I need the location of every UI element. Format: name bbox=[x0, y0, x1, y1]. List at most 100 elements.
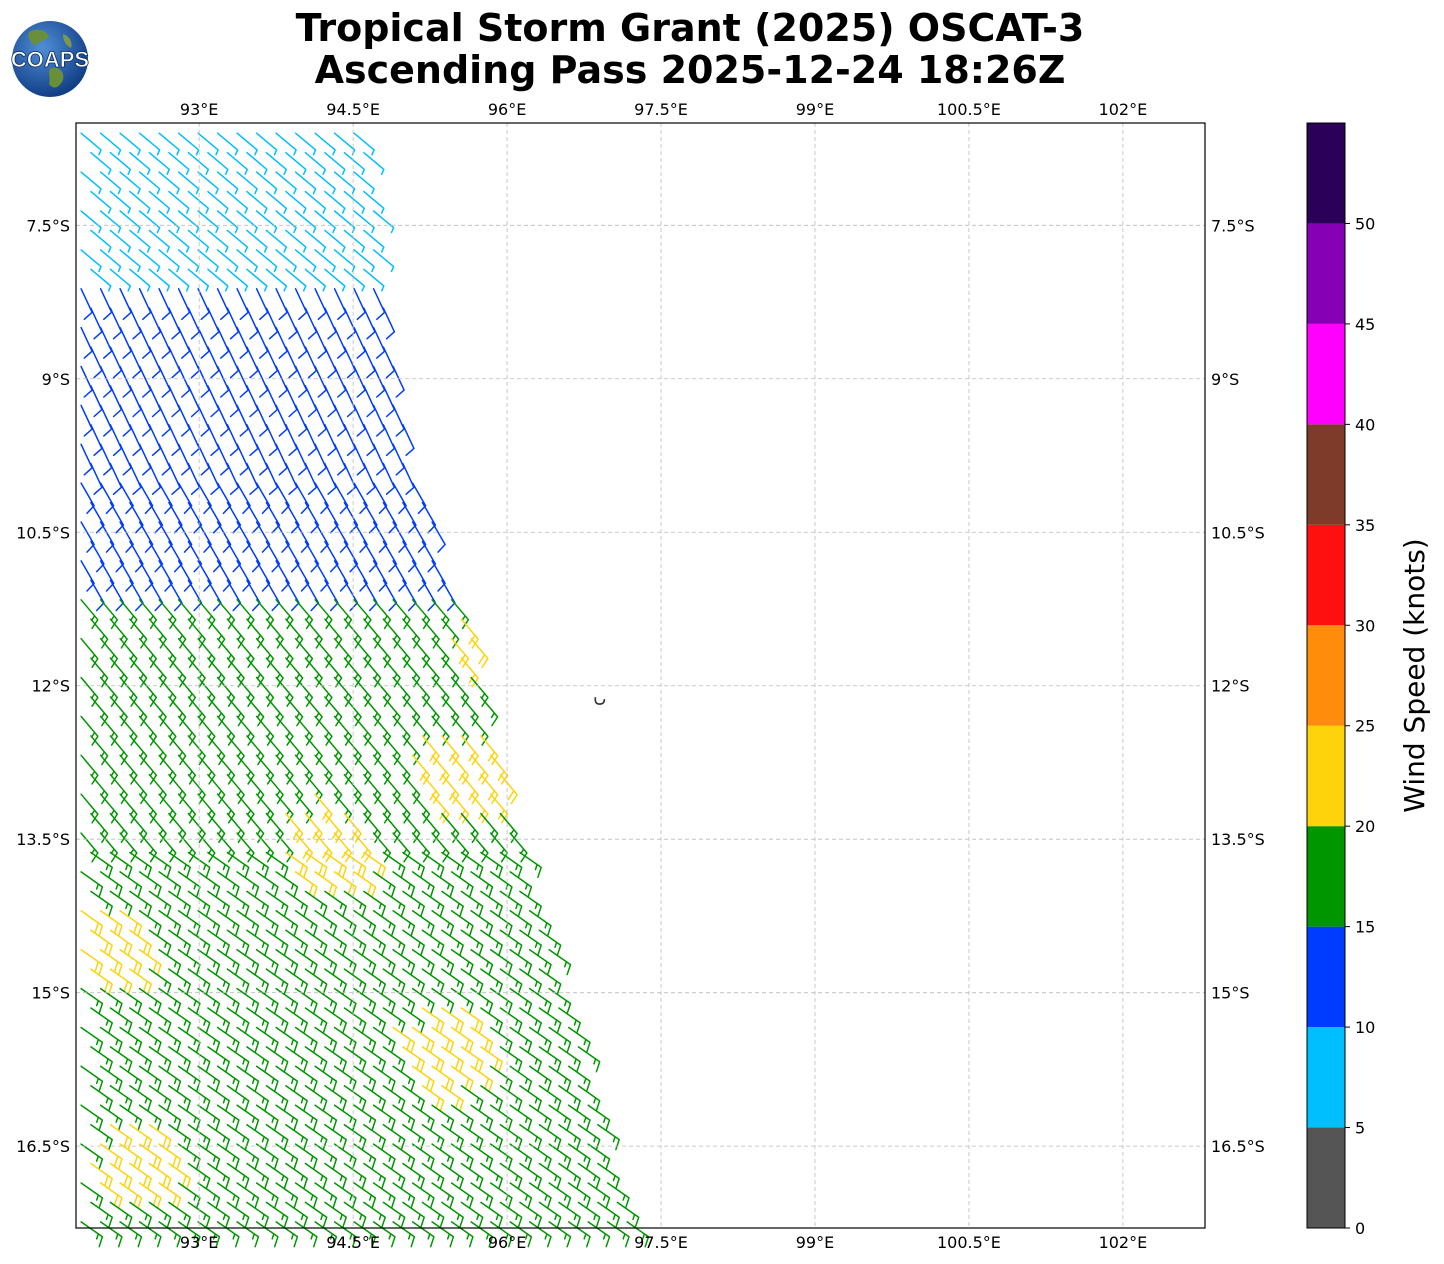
wind-barb bbox=[285, 1085, 308, 1112]
wind-barb bbox=[480, 1085, 503, 1112]
wind-barb bbox=[119, 560, 134, 592]
wind-barb bbox=[148, 1123, 172, 1151]
wind-barb bbox=[353, 1182, 377, 1209]
wind-barb bbox=[528, 1143, 552, 1170]
wind-barb bbox=[207, 229, 229, 253]
wind-barb bbox=[528, 1065, 552, 1092]
wind-barb bbox=[158, 249, 180, 273]
wind-barb bbox=[80, 210, 102, 234]
wind-barb bbox=[519, 1046, 542, 1073]
wind-barb bbox=[148, 190, 171, 214]
wind-barb bbox=[519, 851, 542, 879]
wind-barb bbox=[265, 1123, 289, 1151]
wind-barb bbox=[353, 987, 377, 1015]
wind-barb bbox=[343, 1085, 367, 1112]
wind-barb bbox=[187, 190, 210, 214]
wind-barb bbox=[99, 404, 113, 437]
wind-barb bbox=[304, 190, 327, 214]
wind-barb bbox=[421, 540, 437, 573]
wind-barb bbox=[168, 1085, 191, 1112]
wind-barb bbox=[333, 132, 356, 156]
wind-barb bbox=[411, 1182, 435, 1209]
wind-barb bbox=[402, 1085, 425, 1112]
x-tick-label-bottom: 93°E bbox=[180, 1233, 218, 1252]
wind-barb bbox=[109, 1046, 133, 1073]
wind-barb bbox=[421, 1007, 445, 1034]
wind-barb bbox=[216, 1143, 240, 1170]
wind-barb bbox=[236, 1026, 260, 1054]
wind-barb bbox=[275, 132, 297, 156]
wind-barb bbox=[246, 346, 259, 379]
wind-barb bbox=[314, 832, 333, 863]
wind-barb bbox=[119, 365, 132, 398]
wind-barb bbox=[207, 1162, 230, 1190]
wind-barb bbox=[158, 832, 177, 863]
wind-barb bbox=[372, 249, 395, 273]
wind-barb bbox=[353, 326, 366, 359]
wind-barb bbox=[129, 1201, 152, 1228]
wind-barb bbox=[226, 307, 240, 340]
wind-barb bbox=[265, 1046, 289, 1073]
wind-barb bbox=[411, 1104, 435, 1131]
wind-barb bbox=[246, 190, 268, 214]
wind-barb bbox=[528, 1182, 552, 1209]
wind-barb bbox=[353, 832, 372, 863]
wind-barb bbox=[177, 326, 191, 359]
wind-barb bbox=[314, 365, 327, 398]
wind-barb bbox=[441, 1201, 464, 1228]
wind-barb bbox=[168, 151, 190, 175]
wind-barb bbox=[333, 1143, 357, 1170]
wind-barb bbox=[343, 268, 366, 292]
wind-barb bbox=[109, 307, 123, 340]
colorbar-frame bbox=[1306, 122, 1346, 1229]
wind-barb bbox=[363, 307, 376, 340]
wind-barb bbox=[450, 1026, 474, 1054]
wind-barb bbox=[353, 1065, 377, 1092]
wind-barb bbox=[90, 307, 103, 340]
wind-barb bbox=[119, 1221, 143, 1248]
wind-barb bbox=[168, 385, 181, 418]
wind-barb bbox=[187, 890, 211, 917]
wind-barb bbox=[392, 871, 416, 898]
wind-barb bbox=[236, 1182, 260, 1209]
y-tick-label-right: 12°S bbox=[1211, 677, 1250, 696]
wind-barb bbox=[343, 929, 367, 956]
wind-barb bbox=[382, 1046, 406, 1073]
wind-barb bbox=[109, 890, 133, 917]
wind-barb bbox=[294, 560, 310, 592]
wind-barb bbox=[236, 288, 249, 321]
wind-barb bbox=[216, 443, 230, 476]
wind-barb bbox=[363, 579, 378, 612]
wind-barb bbox=[285, 1123, 308, 1151]
wind-barb bbox=[255, 404, 269, 437]
wind-barb bbox=[363, 1085, 386, 1112]
wind-barb bbox=[158, 132, 180, 156]
wind-barb bbox=[216, 132, 239, 156]
wind-barb bbox=[567, 1221, 591, 1248]
wind-barb bbox=[80, 521, 95, 553]
wind-barb bbox=[197, 1182, 221, 1209]
wind-barb bbox=[441, 968, 464, 995]
wind-barb bbox=[333, 443, 347, 476]
wind-barb bbox=[275, 443, 288, 476]
wind-barb bbox=[519, 1162, 542, 1190]
wind-barb bbox=[168, 929, 191, 956]
colorbar-segment bbox=[1307, 123, 1345, 224]
wind-barb bbox=[158, 987, 182, 1015]
wind-barb bbox=[119, 832, 138, 863]
wind-barb bbox=[333, 482, 349, 515]
wind-barb bbox=[80, 288, 93, 321]
wind-barb bbox=[304, 424, 318, 457]
wind-barb bbox=[80, 404, 93, 437]
wind-barb bbox=[158, 560, 173, 592]
wind-barb bbox=[392, 910, 416, 937]
wind-barb bbox=[314, 288, 327, 321]
wind-barb bbox=[236, 326, 249, 359]
wind-barb bbox=[109, 424, 123, 457]
wind-barb bbox=[275, 910, 299, 937]
wind-barb bbox=[265, 851, 289, 879]
wind-barb bbox=[480, 1007, 503, 1034]
wind-barb bbox=[372, 404, 386, 437]
wind-barb bbox=[509, 1026, 533, 1054]
wind-barb bbox=[304, 151, 327, 175]
